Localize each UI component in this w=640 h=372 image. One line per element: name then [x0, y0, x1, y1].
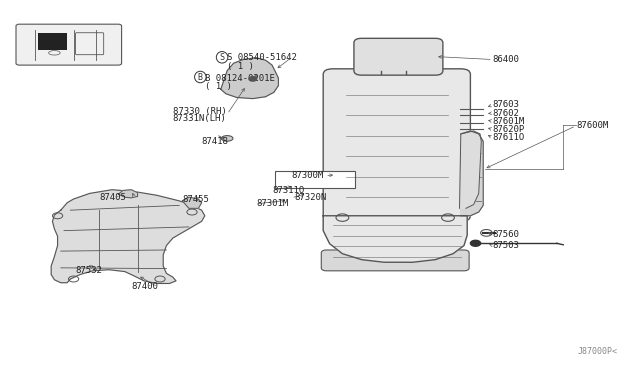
- Bar: [38, 33, 67, 50]
- Text: ( 1 ): ( 1 ): [227, 62, 254, 71]
- Text: 87301M: 87301M: [256, 199, 288, 208]
- Text: S 08540-51642: S 08540-51642: [227, 53, 297, 62]
- Text: 87560: 87560: [493, 230, 520, 239]
- Polygon shape: [323, 216, 467, 262]
- Polygon shape: [118, 190, 138, 198]
- Text: 87320N: 87320N: [294, 193, 326, 202]
- Polygon shape: [460, 131, 481, 208]
- Text: 87300M: 87300M: [291, 171, 323, 180]
- Polygon shape: [51, 190, 205, 283]
- Text: 87455: 87455: [182, 195, 209, 203]
- Text: B 08124-0201E: B 08124-0201E: [205, 74, 275, 83]
- Text: 87400: 87400: [131, 282, 158, 291]
- Circle shape: [249, 77, 257, 81]
- Polygon shape: [461, 131, 483, 216]
- Text: 87418: 87418: [202, 137, 228, 146]
- FancyBboxPatch shape: [323, 69, 470, 221]
- Text: 87532: 87532: [76, 266, 102, 275]
- Text: 87331N(LH): 87331N(LH): [173, 114, 227, 123]
- Text: J87000P<: J87000P<: [578, 347, 618, 356]
- FancyBboxPatch shape: [321, 250, 469, 271]
- Text: 86400: 86400: [493, 55, 520, 64]
- Text: 87405: 87405: [99, 193, 126, 202]
- Text: 87602: 87602: [493, 109, 520, 118]
- FancyBboxPatch shape: [354, 38, 443, 75]
- Polygon shape: [182, 197, 202, 208]
- FancyBboxPatch shape: [16, 24, 122, 65]
- Text: B: B: [198, 73, 203, 81]
- Text: 87601M: 87601M: [493, 117, 525, 126]
- FancyBboxPatch shape: [275, 171, 355, 188]
- Text: 87611O: 87611O: [493, 133, 525, 142]
- Circle shape: [470, 240, 481, 246]
- Ellipse shape: [49, 51, 60, 55]
- Text: 87330 (RH): 87330 (RH): [173, 107, 227, 116]
- Text: ( 1 ): ( 1 ): [205, 82, 232, 91]
- Polygon shape: [221, 58, 278, 99]
- Text: S: S: [220, 53, 225, 62]
- FancyBboxPatch shape: [76, 33, 104, 55]
- Text: 87503: 87503: [493, 241, 520, 250]
- Text: 87603: 87603: [493, 100, 520, 109]
- Ellipse shape: [221, 136, 233, 141]
- Text: 87600M: 87600M: [576, 121, 608, 130]
- Text: 87620P: 87620P: [493, 125, 525, 134]
- Text: 87311O: 87311O: [272, 186, 304, 195]
